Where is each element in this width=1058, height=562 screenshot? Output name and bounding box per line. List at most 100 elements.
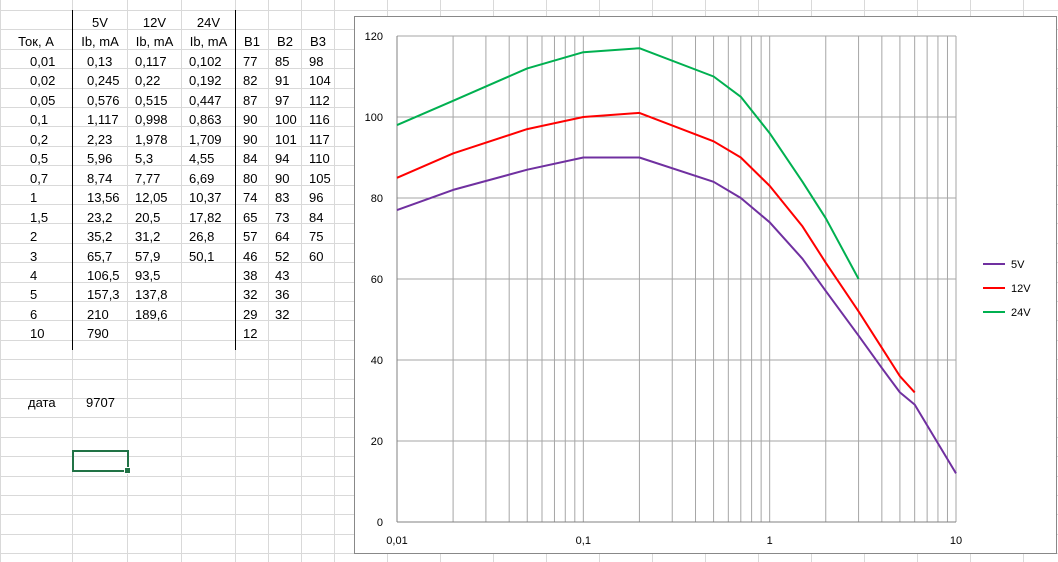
table-cell[interactable]: 5 bbox=[30, 287, 38, 302]
cell-header-empty[interactable] bbox=[2, 13, 72, 32]
table-cell[interactable]: 31,2 bbox=[135, 229, 161, 244]
cell-header-b1[interactable]: B1 bbox=[244, 34, 260, 49]
table-cell[interactable]: 96 bbox=[309, 190, 324, 205]
table-cell[interactable]: 36 bbox=[275, 287, 290, 302]
table-cell[interactable]: 13,56 bbox=[87, 190, 120, 205]
table-cell[interactable]: 98 bbox=[309, 54, 324, 69]
table-cell[interactable]: 38 bbox=[243, 268, 258, 283]
table-cell[interactable] bbox=[309, 285, 334, 304]
table-cell[interactable]: 189,6 bbox=[135, 307, 168, 322]
table-cell[interactable]: 6,69 bbox=[189, 171, 215, 186]
table-cell[interactable]: 1,709 bbox=[189, 132, 222, 147]
table-cell[interactable] bbox=[189, 324, 235, 343]
table-cell[interactable]: 65 bbox=[243, 210, 258, 225]
table-cell[interactable]: 2 bbox=[30, 229, 38, 244]
table-cell[interactable]: 73 bbox=[275, 210, 290, 225]
cell-header-ib-12v[interactable]: Ib, mA bbox=[135, 34, 174, 49]
table-cell[interactable]: 23,2 bbox=[87, 210, 113, 225]
table-cell[interactable]: 46 bbox=[243, 249, 258, 264]
table-cell[interactable] bbox=[189, 285, 235, 304]
table-cell[interactable]: 117 bbox=[309, 132, 330, 147]
series-line-24v[interactable] bbox=[396, 47, 860, 280]
series-line-12v[interactable] bbox=[396, 111, 916, 394]
date-value-cell[interactable]: 9707 bbox=[86, 395, 115, 410]
cell-header-b3[interactable]: B3 bbox=[310, 34, 326, 49]
table-cell[interactable]: 0,117 bbox=[135, 54, 167, 69]
table-cell[interactable]: 65,7 bbox=[87, 249, 113, 264]
table-cell[interactable]: 0,05 bbox=[30, 93, 56, 108]
table-cell[interactable]: 83 bbox=[275, 190, 290, 205]
table-cell[interactable]: 84 bbox=[309, 210, 324, 225]
table-cell[interactable]: 32 bbox=[243, 287, 258, 302]
table-cell[interactable]: 0,7 bbox=[30, 171, 49, 186]
table-cell[interactable] bbox=[135, 324, 181, 343]
table-cell[interactable]: 4,55 bbox=[189, 151, 215, 166]
table-cell[interactable]: 8,74 bbox=[87, 171, 113, 186]
chart-area[interactable]: 0 20 40 60 80 100 120 0,01 0,1 1 10 5V 12V 24V bbox=[354, 16, 1057, 554]
table-cell[interactable]: 0,13 bbox=[87, 54, 113, 69]
table-cell[interactable]: 116 bbox=[309, 112, 330, 127]
cell-header-ib-24v[interactable]: Ib, mA bbox=[189, 34, 228, 49]
table-cell[interactable]: 157,3 bbox=[87, 287, 120, 302]
table-cell[interactable] bbox=[309, 266, 334, 285]
table-cell[interactable]: 0,447 bbox=[189, 93, 222, 108]
table-cell[interactable] bbox=[189, 305, 235, 324]
table-cell[interactable]: 90 bbox=[243, 112, 258, 127]
table-cell[interactable]: 0,2 bbox=[30, 132, 49, 147]
date-label-cell[interactable]: дата bbox=[28, 395, 56, 410]
table-cell[interactable]: 0,863 bbox=[189, 112, 222, 127]
table-cell[interactable]: 0,01 bbox=[30, 54, 56, 69]
table-cell[interactable]: 91 bbox=[275, 73, 290, 88]
table-cell[interactable]: 77 bbox=[243, 54, 258, 69]
series-line-5v[interactable] bbox=[396, 156, 957, 474]
table-cell[interactable]: 60 bbox=[309, 249, 324, 264]
table-cell[interactable]: 2,23 bbox=[87, 132, 113, 147]
table-cell[interactable]: 100 bbox=[275, 112, 297, 127]
table-cell[interactable]: 0,192 bbox=[189, 73, 222, 88]
table-cell[interactable]: 112 bbox=[309, 93, 330, 108]
table-cell[interactable]: 1,117 bbox=[87, 112, 119, 127]
table-cell[interactable]: 57,9 bbox=[135, 249, 161, 264]
table-cell[interactable]: 52 bbox=[275, 249, 290, 264]
table-cell[interactable]: 50,1 bbox=[189, 249, 215, 264]
table-cell[interactable]: 17,82 bbox=[189, 210, 222, 225]
table-cell[interactable]: 137,8 bbox=[135, 287, 168, 302]
fill-handle[interactable] bbox=[124, 467, 131, 474]
table-cell[interactable]: 0,576 bbox=[87, 93, 120, 108]
table-cell[interactable]: 29 bbox=[243, 307, 258, 322]
table-cell[interactable]: 210 bbox=[87, 307, 109, 322]
table-cell[interactable]: 82 bbox=[243, 73, 258, 88]
table-cell[interactable]: 790 bbox=[87, 326, 109, 341]
table-cell[interactable]: 5,3 bbox=[135, 151, 154, 166]
table-cell[interactable]: 106,5 bbox=[87, 268, 120, 283]
table-cell[interactable] bbox=[309, 324, 334, 343]
table-cell[interactable]: 74 bbox=[243, 190, 258, 205]
table-cell[interactable]: 4 bbox=[30, 268, 38, 283]
table-cell[interactable]: 3 bbox=[30, 249, 38, 264]
table-cell[interactable]: 0,515 bbox=[135, 93, 168, 108]
table-cell[interactable]: 85 bbox=[275, 54, 290, 69]
table-cell[interactable]: 75 bbox=[309, 229, 324, 244]
table-cell[interactable]: 0,5 bbox=[30, 151, 49, 166]
active-cell-selection[interactable] bbox=[72, 450, 129, 472]
table-cell[interactable]: 6 bbox=[30, 307, 38, 322]
table-cell[interactable]: 26,8 bbox=[189, 229, 215, 244]
cell-header-current[interactable]: Ток, А bbox=[18, 34, 54, 49]
table-cell[interactable]: 0,22 bbox=[135, 73, 161, 88]
table-cell[interactable]: 7,77 bbox=[135, 171, 161, 186]
table-cell[interactable]: 12,05 bbox=[135, 190, 168, 205]
table-cell[interactable]: 5,96 bbox=[87, 151, 113, 166]
table-cell[interactable]: 94 bbox=[275, 151, 290, 166]
table-cell[interactable] bbox=[275, 324, 301, 343]
table-cell[interactable]: 1 bbox=[30, 190, 38, 205]
table-cell[interactable]: 20,5 bbox=[135, 210, 161, 225]
table-cell[interactable]: 43 bbox=[275, 268, 290, 283]
table-cell[interactable]: 93,5 bbox=[135, 268, 161, 283]
table-cell[interactable]: 80 bbox=[243, 171, 258, 186]
table-cell[interactable]: 110 bbox=[309, 151, 330, 166]
table-cell[interactable]: 101 bbox=[275, 132, 297, 147]
table-cell[interactable]: 0,245 bbox=[87, 73, 120, 88]
table-cell[interactable] bbox=[189, 266, 235, 285]
table-cell[interactable]: 0,1 bbox=[30, 112, 49, 127]
cell-header-12v[interactable]: 12V bbox=[142, 15, 167, 30]
